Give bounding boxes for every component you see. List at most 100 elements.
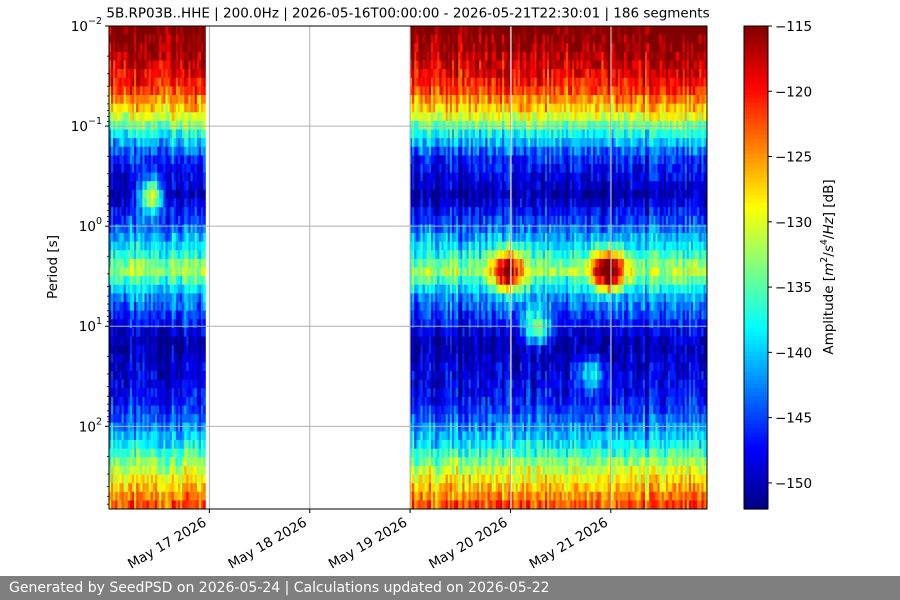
heatmap-cell [201, 215, 204, 225]
heatmap-cell [180, 345, 183, 355]
heatmap-cell [155, 362, 158, 372]
heatmap-cell [489, 336, 493, 346]
heatmap-cell [138, 422, 141, 432]
heatmap-cell [420, 396, 424, 407]
heatmap-cell [466, 250, 470, 260]
heatmap-cell [410, 431, 413, 441]
heatmap-cell [497, 284, 501, 294]
heatmap-cell [123, 327, 127, 338]
heatmap-cell [487, 310, 491, 320]
heatmap-cell [493, 440, 497, 450]
heatmap-cell [121, 86, 125, 96]
heatmap-cell [186, 465, 190, 476]
heatmap-cell [439, 86, 443, 96]
heatmap-cell [125, 198, 129, 208]
heatmap-cell [117, 310, 121, 320]
heatmap-cell [489, 371, 493, 381]
heatmap-cell [144, 233, 148, 243]
heatmap-cell [140, 371, 144, 381]
heatmap-cell [474, 353, 478, 363]
heatmap-cell [481, 224, 484, 234]
heatmap-cell [456, 431, 459, 441]
heatmap-cell [159, 267, 162, 277]
heatmap-cell [175, 215, 179, 225]
heatmap-cell [412, 396, 415, 407]
heatmap-cell [437, 138, 440, 148]
heatmap-cell [460, 181, 463, 191]
heatmap-cell [422, 189, 426, 200]
heatmap-cell [495, 34, 499, 44]
heatmap-cell [175, 491, 179, 501]
heatmap-cell [178, 95, 181, 105]
heatmap-cell [495, 215, 499, 225]
heatmap-cell [468, 95, 472, 105]
heatmap-cell [173, 327, 177, 338]
heatmap-cell [115, 491, 118, 501]
heatmap-cell [428, 103, 432, 113]
heatmap-cell [487, 138, 491, 148]
heatmap-cell [491, 284, 495, 294]
heatmap-cell [493, 77, 497, 87]
heatmap-cell [456, 155, 459, 165]
heatmap-cell [410, 120, 413, 131]
heatmap-cell [428, 241, 432, 251]
heatmap-cell [142, 164, 146, 174]
heatmap-cell [136, 43, 139, 53]
heatmap-cell [115, 86, 118, 96]
heatmap-cell [138, 293, 141, 303]
heatmap-cell [186, 483, 190, 493]
heatmap-cell [173, 164, 177, 174]
heatmap-cell [115, 465, 118, 476]
heatmap-cell [119, 284, 123, 294]
heatmap-cell [188, 146, 192, 156]
heatmap-cell [477, 422, 480, 432]
heatmap-cell [129, 345, 133, 355]
heatmap-cell [479, 440, 482, 450]
heatmap-cell [451, 353, 455, 363]
heatmap-cell [167, 371, 171, 381]
heatmap-cell [155, 431, 158, 441]
heatmap-cell [468, 69, 472, 79]
heatmap-cell [132, 396, 135, 407]
heatmap-cell [111, 336, 114, 346]
heatmap-cell [157, 267, 160, 277]
heatmap-cell [121, 319, 125, 329]
heatmap-cell [466, 388, 470, 398]
heatmap-cell [169, 207, 173, 217]
heatmap-cell [184, 120, 187, 131]
heatmap-cell [129, 120, 133, 131]
heatmap-cell [134, 414, 137, 424]
heatmap-cell [418, 129, 422, 139]
heatmap-cell [443, 474, 447, 484]
heatmap-cell [169, 457, 173, 467]
heatmap-cell [474, 146, 478, 156]
heatmap-cell [481, 267, 484, 277]
heatmap-cell [203, 396, 206, 407]
heatmap-cell [485, 69, 489, 79]
heatmap-cell [184, 345, 187, 355]
heatmap-cell [165, 120, 169, 131]
heatmap-cell [416, 43, 420, 53]
heatmap-cell [109, 379, 112, 389]
heatmap-cell [441, 353, 445, 363]
heatmap-cell [194, 95, 198, 105]
heatmap-cell [138, 181, 141, 191]
heatmap-cell [433, 465, 436, 476]
heatmap-cell [460, 327, 463, 338]
heatmap-cell [456, 172, 459, 182]
heatmap-cell [194, 86, 198, 96]
heatmap-cell [414, 327, 417, 338]
heatmap-cell [447, 276, 451, 286]
heatmap-cell [157, 215, 160, 225]
heatmap-cell [155, 138, 158, 148]
heatmap-cell [146, 302, 150, 312]
heatmap-cell [477, 483, 480, 493]
heatmap-cell [144, 172, 148, 182]
heatmap-cell [159, 146, 162, 156]
heatmap-cell [175, 86, 179, 96]
heatmap-cell [111, 310, 114, 320]
heatmap-cell [111, 60, 114, 70]
heatmap-cell [186, 353, 190, 363]
heatmap-cell [134, 448, 137, 458]
heatmap-cell [445, 258, 449, 269]
